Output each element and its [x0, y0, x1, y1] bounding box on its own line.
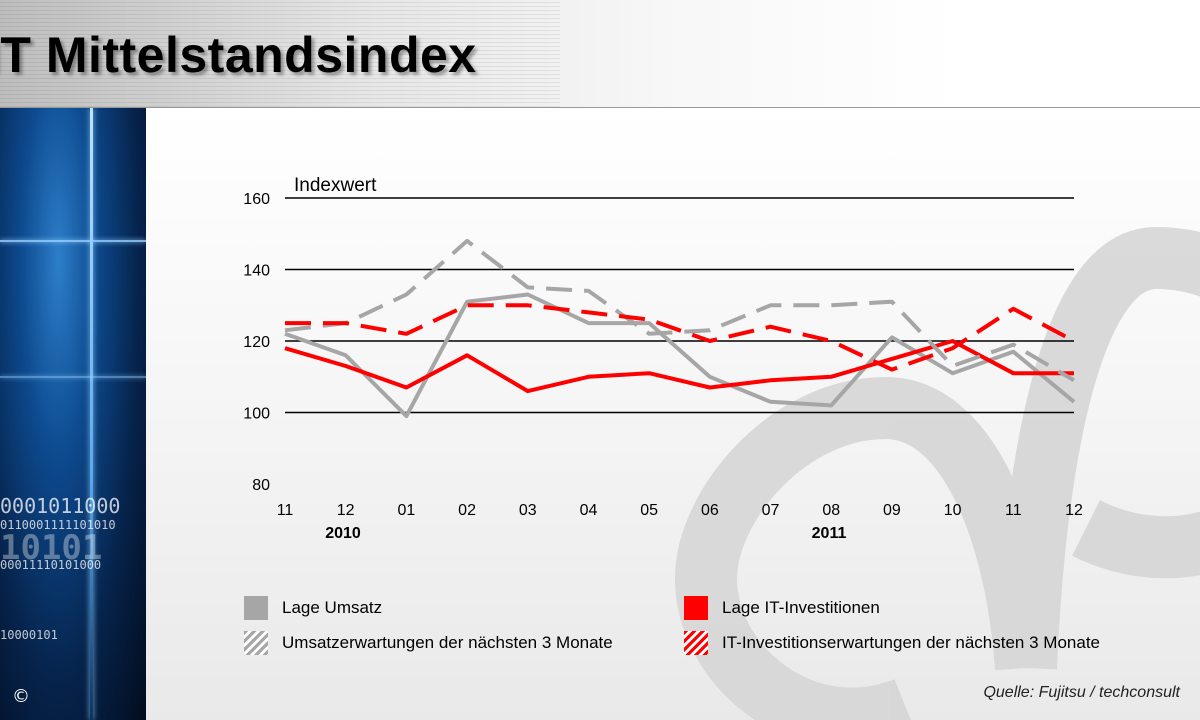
- x-tick-label: 12: [337, 502, 355, 519]
- legend-label: Lage Umsatz: [282, 598, 383, 617]
- binary-text: 0110001111101010: [0, 518, 116, 532]
- source-note: Quelle: Fujitsu / techconsult: [983, 684, 1180, 701]
- glow-line-horizontal: [0, 376, 146, 378]
- binary-text: 00011110101000: [0, 558, 102, 572]
- title-bar: IT Mittelstandsindex: [0, 0, 1200, 108]
- y-tick-label: 80: [252, 477, 270, 494]
- series-line-0: [284, 292, 1076, 419]
- y-tick-label: 160: [243, 191, 270, 208]
- year-label-2010: 2010: [325, 525, 361, 542]
- legend-item-lage-it-investitionen: Lage IT-Investitionen: [684, 595, 880, 621]
- x-tick-label: 12: [1065, 502, 1083, 519]
- x-tick-labels: 11 12 01 02 03 04 05 06 07 08 09 10 11 12: [277, 502, 1083, 519]
- title-bar-stripes: [0, 0, 560, 107]
- chart-area: 80 100 120 140 160 11 12 01 02 03 04 05 06 07 08 09 10 1…: [146, 108, 1200, 720]
- series-line-2: [284, 238, 1076, 383]
- decorative-side-panel: 0001011000 0110001111101010 10101 000111…: [0, 108, 146, 720]
- year-label-2011: 2011: [812, 525, 847, 542]
- legend-label: IT-Investitionserwartungen der nächsten …: [722, 633, 1100, 652]
- legend-swatch-solid-red: [684, 596, 708, 620]
- gridlines: [285, 197, 1074, 414]
- x-tick-label: 03: [519, 502, 537, 519]
- x-tick-label: 06: [701, 502, 719, 519]
- y-tick-label: 120: [243, 334, 270, 351]
- x-tick-label: 07: [762, 502, 780, 519]
- x-tick-label: 10: [944, 502, 962, 519]
- glow-line-horizontal: [0, 240, 146, 242]
- binary-text: 10101: [0, 528, 103, 568]
- x-tick-label: 04: [580, 502, 598, 519]
- copyright-symbol: ©: [12, 686, 30, 707]
- y-tick-label: 100: [243, 406, 270, 423]
- x-tick-label: 05: [640, 502, 658, 519]
- x-tick-label: 01: [397, 502, 415, 519]
- x-tick-label: 11: [1005, 502, 1022, 519]
- series-lines: [284, 238, 1076, 419]
- legend-swatch-hatched-red: [684, 631, 708, 655]
- y-axis-label: Indexwert: [294, 175, 377, 196]
- fujitsu-infinity-logo: [674, 226, 1200, 720]
- binary-text: 0001011000: [0, 494, 121, 518]
- series-line-1: [284, 339, 1074, 394]
- x-tick-label: 02: [458, 502, 476, 519]
- legend-item-umsatzerwartungen: Umsatzerwartungen der nächsten 3 Monate: [244, 630, 613, 656]
- binary-text: 10000101: [0, 628, 58, 642]
- x-tick-label: 09: [883, 502, 901, 519]
- page-title: IT Mittelstandsindex: [0, 27, 477, 83]
- legend-label: Umsatzerwartungen der nächsten 3 Monate: [282, 633, 613, 652]
- x-tick-label: 08: [822, 502, 840, 519]
- legend-item-it-investitionserwartungen: IT-Investitionserwartungen der nächsten …: [684, 630, 1100, 656]
- glow-line-vertical: [90, 108, 93, 720]
- series-line-3: [285, 303, 1075, 372]
- x-tick-label: 11: [277, 502, 294, 519]
- legend-label: Lage IT-Investitionen: [722, 598, 880, 617]
- legend-swatch-solid-gray: [244, 596, 268, 620]
- y-tick-labels: 80 100 120 140 160: [243, 191, 270, 494]
- legend-swatch-hatched-gray: [244, 631, 268, 655]
- legend-item-lage-umsatz: Lage Umsatz: [244, 595, 382, 621]
- y-tick-label: 140: [243, 263, 270, 280]
